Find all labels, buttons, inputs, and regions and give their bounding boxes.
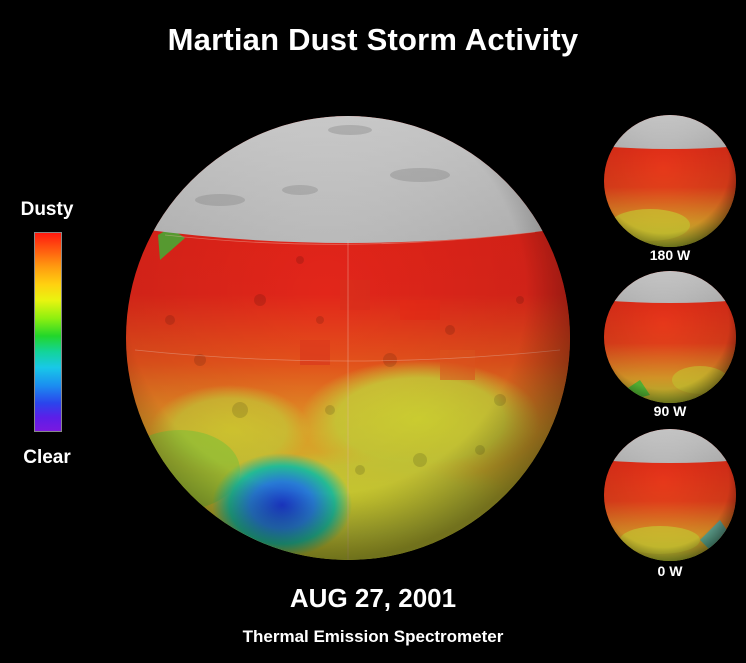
globe-label-90w: 90 W	[653, 403, 687, 419]
small-globe-0w	[604, 429, 736, 561]
globe-label-0w: 0 W	[657, 563, 683, 579]
date-label: AUG 27, 2001	[289, 583, 457, 613]
dust-colorbar	[34, 232, 62, 432]
main-globe	[126, 116, 570, 560]
legend-dusty-label: Dusty	[20, 199, 74, 220]
globe-label-180w: 180 W	[649, 247, 691, 263]
small-globe-180w	[604, 115, 736, 247]
small-globe-90w	[604, 271, 736, 403]
instrument-label: Thermal Emission Spectrometer	[242, 627, 504, 646]
legend-clear-label: Clear	[23, 447, 71, 468]
page-title: Martian Dust Storm Activity	[167, 22, 579, 57]
